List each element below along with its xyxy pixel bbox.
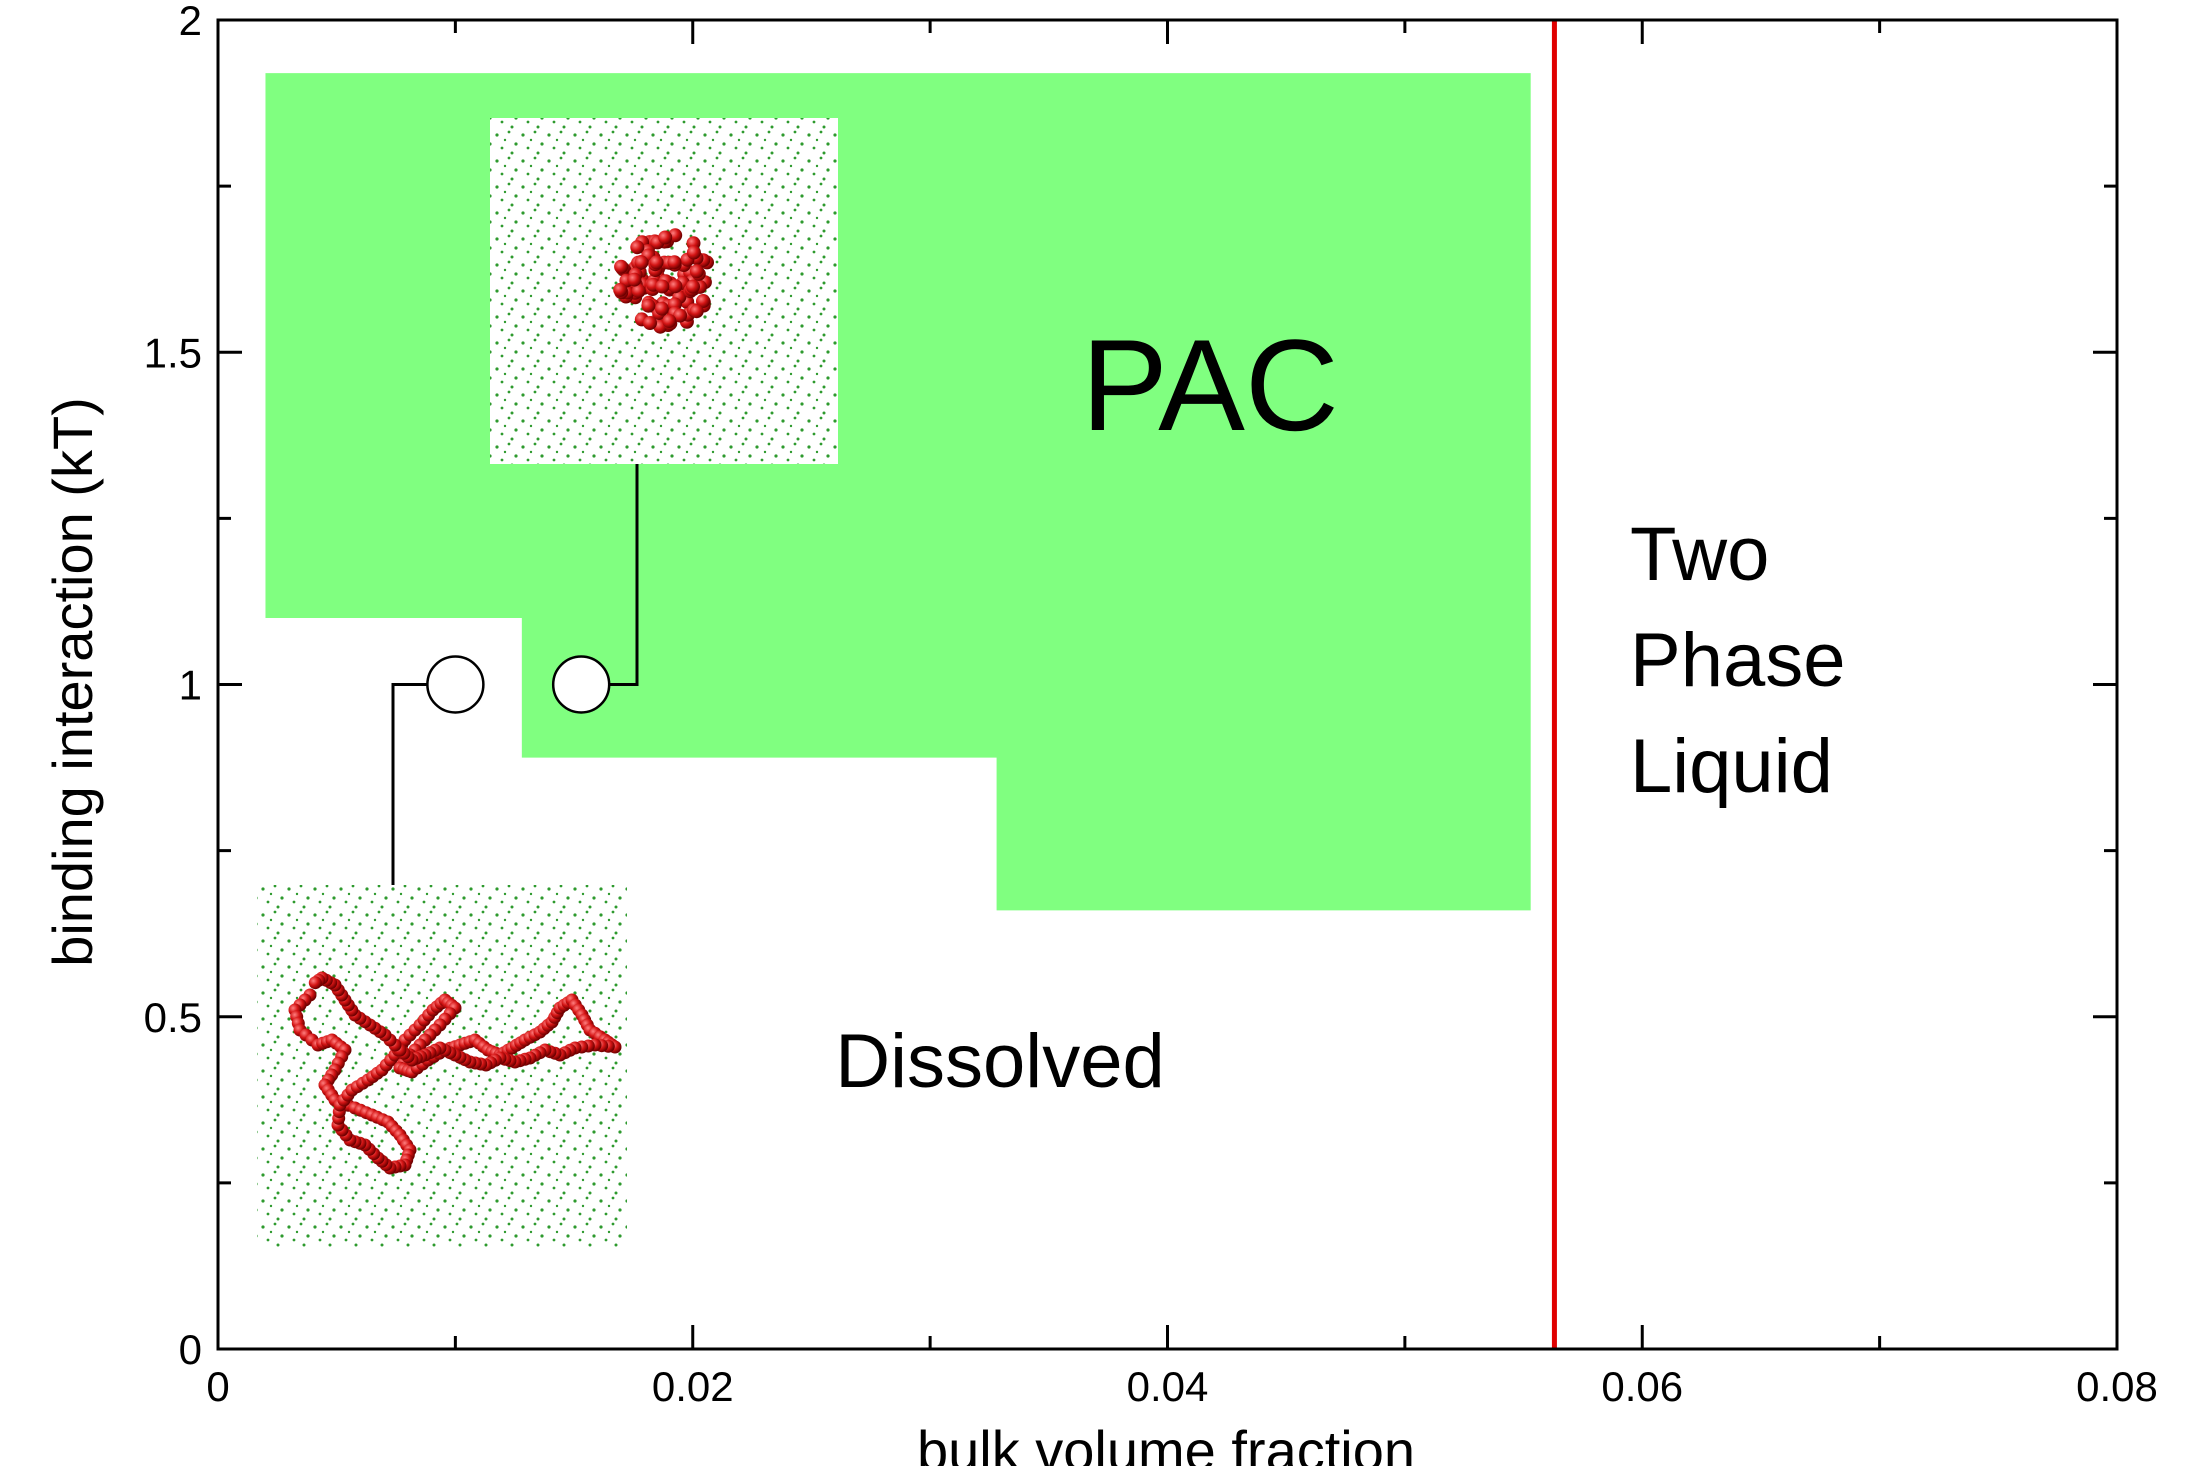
dissolved-state-point xyxy=(426,655,485,714)
axis-ticks xyxy=(216,18,2119,1351)
dissolved-snapshot-inset xyxy=(257,885,627,1247)
two-phase-label-line1: Two xyxy=(1630,512,1769,597)
polymer-bead xyxy=(673,308,688,323)
pac-state-point xyxy=(551,655,611,714)
x-tick-label: 0 xyxy=(206,1363,229,1410)
polymer-bead xyxy=(308,976,322,990)
x-tick-label: 0.02 xyxy=(652,1363,734,1410)
polymer-bead xyxy=(627,272,642,287)
y-tick-label: 1 xyxy=(179,662,202,709)
x-tick-label: 0.06 xyxy=(1601,1363,1683,1410)
polymer-bead xyxy=(689,264,704,279)
x-axis-title: bulk volume fraction xyxy=(917,1419,1415,1466)
polymer-bead xyxy=(614,259,629,274)
polymer-bead xyxy=(641,298,656,313)
connector-pac-inset xyxy=(609,464,639,686)
x-tick-label: 0.08 xyxy=(2076,1363,2158,1410)
two-phase-label-line3: Liquid xyxy=(1630,724,1833,809)
polymer-bead xyxy=(634,255,649,270)
y-tick-label: 2 xyxy=(179,0,202,44)
y-tick-label: 0.5 xyxy=(144,994,202,1041)
polymer-bead xyxy=(649,255,664,270)
polymer-bead xyxy=(696,294,711,308)
x-tick-label: 0.04 xyxy=(1127,1363,1209,1410)
polymer-bead xyxy=(631,283,646,298)
collapsed-polymer-globule xyxy=(613,228,714,334)
two-phase-label-line2: Phase xyxy=(1630,618,1846,703)
connector-dissolved-inset xyxy=(391,683,428,898)
y-tick-label: 1.5 xyxy=(144,329,202,376)
polymer-bead xyxy=(662,314,677,328)
polymer-bead xyxy=(643,316,657,330)
polymer-bead xyxy=(667,255,682,270)
dissolved-region-label: Dissolved xyxy=(835,1019,1164,1104)
extended-polymer-coil xyxy=(288,971,622,1175)
y-axis-title: binding interaction (kT) xyxy=(41,397,104,967)
polymer-bead xyxy=(630,240,645,255)
polymer-bead xyxy=(658,230,673,245)
polymer-bead xyxy=(613,282,628,297)
polymer-bead xyxy=(686,245,701,260)
pac-snapshot-inset xyxy=(490,118,838,464)
polymer-bead xyxy=(654,301,669,316)
polymer-bead xyxy=(655,279,670,294)
y-tick-label: 0 xyxy=(179,1326,202,1373)
pac-region-label: PAC xyxy=(1081,312,1339,458)
pac-region xyxy=(265,73,1531,911)
polymer-bead xyxy=(689,304,704,319)
polymer-bead xyxy=(686,279,700,294)
polymer-bead xyxy=(668,279,683,294)
tick-labels: 0 0.02 0.04 0.06 0.08 0 0.5 1 1.5 2 xyxy=(144,0,2158,1410)
